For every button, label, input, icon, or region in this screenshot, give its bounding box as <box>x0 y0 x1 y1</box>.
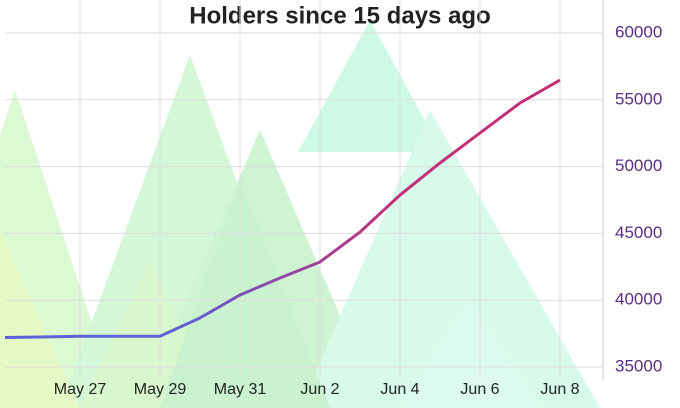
y-tick-label: 35000 <box>615 356 662 375</box>
x-tick-label: May 31 <box>214 381 267 398</box>
background-decor <box>0 20 600 408</box>
line <box>5 78 561 340</box>
chart-title: Holders since 15 days ago <box>189 2 490 29</box>
y-tick-label: 55000 <box>615 89 662 108</box>
y-tick-label: 60000 <box>615 22 662 41</box>
x-tick-label: May 29 <box>134 381 187 398</box>
y-tick-label: 40000 <box>615 290 662 309</box>
x-tick-label: Jun 2 <box>300 381 339 398</box>
x-tick-label: Jun 4 <box>380 381 419 398</box>
y-tick-label: 50000 <box>615 156 662 175</box>
x-tick-label: May 27 <box>54 381 107 398</box>
x-tick-label: Jun 6 <box>460 381 499 398</box>
y-tick-label: 45000 <box>615 223 662 242</box>
x-tick-label: Jun 8 <box>540 381 579 398</box>
